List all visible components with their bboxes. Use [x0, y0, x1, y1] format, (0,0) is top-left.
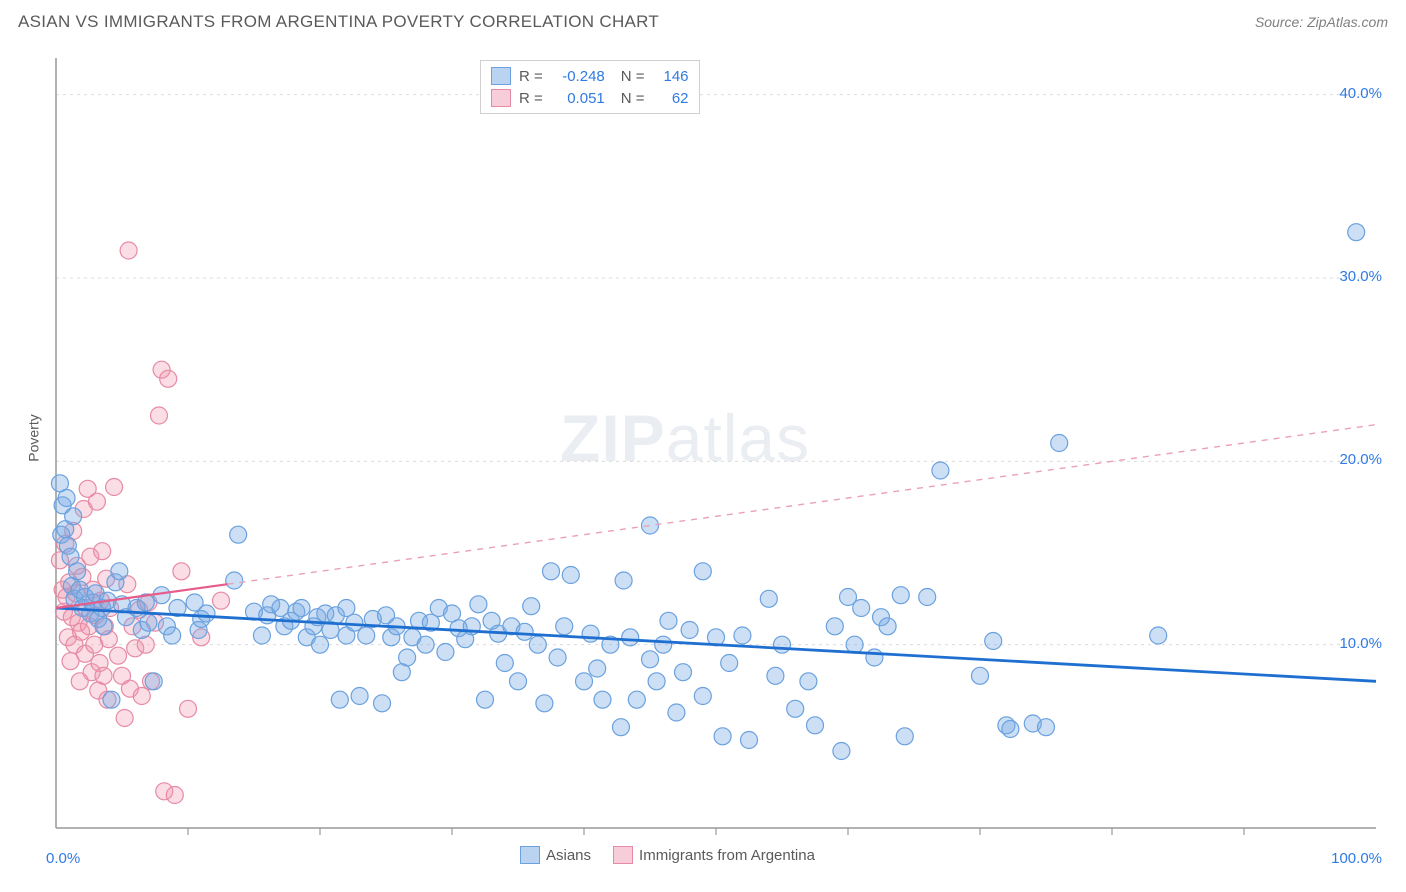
r-label: R = [519, 90, 543, 107]
y-tick-label: 10.0% [1339, 635, 1382, 652]
r-value: -0.248 [551, 68, 605, 85]
series-legend-item: Immigrants from Argentina [613, 846, 815, 864]
r-value: 0.051 [551, 90, 605, 107]
n-label: N = [621, 90, 645, 107]
source-credit: Source: ZipAtlas.com [1255, 14, 1388, 30]
n-value: 146 [653, 68, 689, 85]
chart-header: ASIAN VS IMMIGRANTS FROM ARGENTINA POVER… [0, 0, 1406, 38]
legend-swatch [520, 846, 540, 864]
x-min-label: 0.0% [46, 850, 80, 867]
y-tick-label: 40.0% [1339, 85, 1382, 102]
correlation-row: R = -0.248 N = 146 [491, 65, 689, 87]
y-tick-label: 30.0% [1339, 268, 1382, 285]
correlation-legend: R = -0.248 N = 146 R = 0.051 N = 62 [480, 60, 700, 114]
n-label: N = [621, 68, 645, 85]
source-label: Source: [1255, 14, 1303, 30]
legend-swatch [491, 67, 511, 85]
y-tick-label: 20.0% [1339, 451, 1382, 468]
chart-area [50, 58, 1390, 838]
n-value: 62 [653, 90, 689, 107]
series-legend: Asians Immigrants from Argentina [520, 846, 815, 864]
legend-swatch [491, 89, 511, 107]
legend-swatch [613, 846, 633, 864]
series-legend-item: Asians [520, 846, 591, 864]
source-name: ZipAtlas.com [1307, 14, 1388, 30]
chart-title: ASIAN VS IMMIGRANTS FROM ARGENTINA POVER… [18, 12, 659, 32]
series-label: Asians [546, 847, 591, 864]
r-label: R = [519, 68, 543, 85]
x-max-label: 100.0% [1331, 850, 1382, 867]
correlation-row: R = 0.051 N = 62 [491, 87, 689, 109]
series-label: Immigrants from Argentina [639, 847, 815, 864]
scatter-chart [50, 58, 1390, 838]
y-axis-label: Poverty [26, 414, 42, 461]
